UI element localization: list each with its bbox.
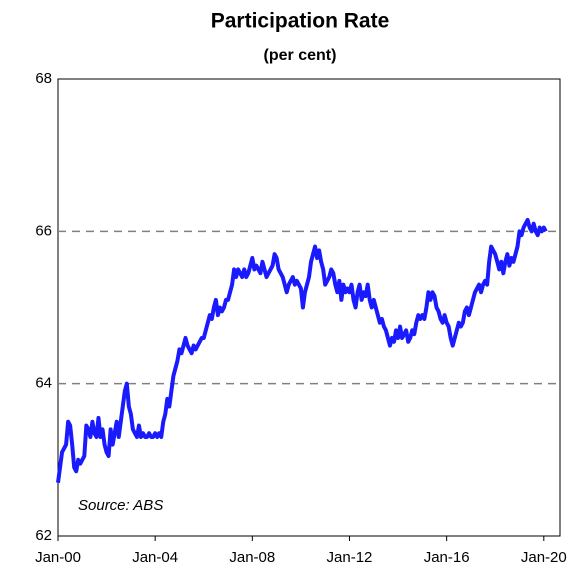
x-tick-label: Jan-16 [424, 549, 470, 566]
chart-subtitle: (per cent) [264, 47, 337, 64]
plot-frame [57, 78, 561, 537]
data-line [56, 217, 548, 483]
x-tick-label: Jan-12 [327, 549, 373, 566]
y-tick-label: 66 [35, 222, 52, 239]
y-tick-label: 62 [35, 527, 52, 544]
x-tick-label: Jan-00 [35, 549, 81, 566]
y-tick-label: 68 [35, 70, 52, 87]
x-tick-label: Jan-04 [132, 549, 178, 566]
y-tick-label: 64 [35, 375, 52, 392]
x-tick-label: Jan-20 [521, 549, 567, 566]
source-note: Source: ABS [78, 497, 163, 514]
chart-title: Participation Rate [211, 10, 390, 33]
x-tick-label: Jan-08 [229, 549, 275, 566]
